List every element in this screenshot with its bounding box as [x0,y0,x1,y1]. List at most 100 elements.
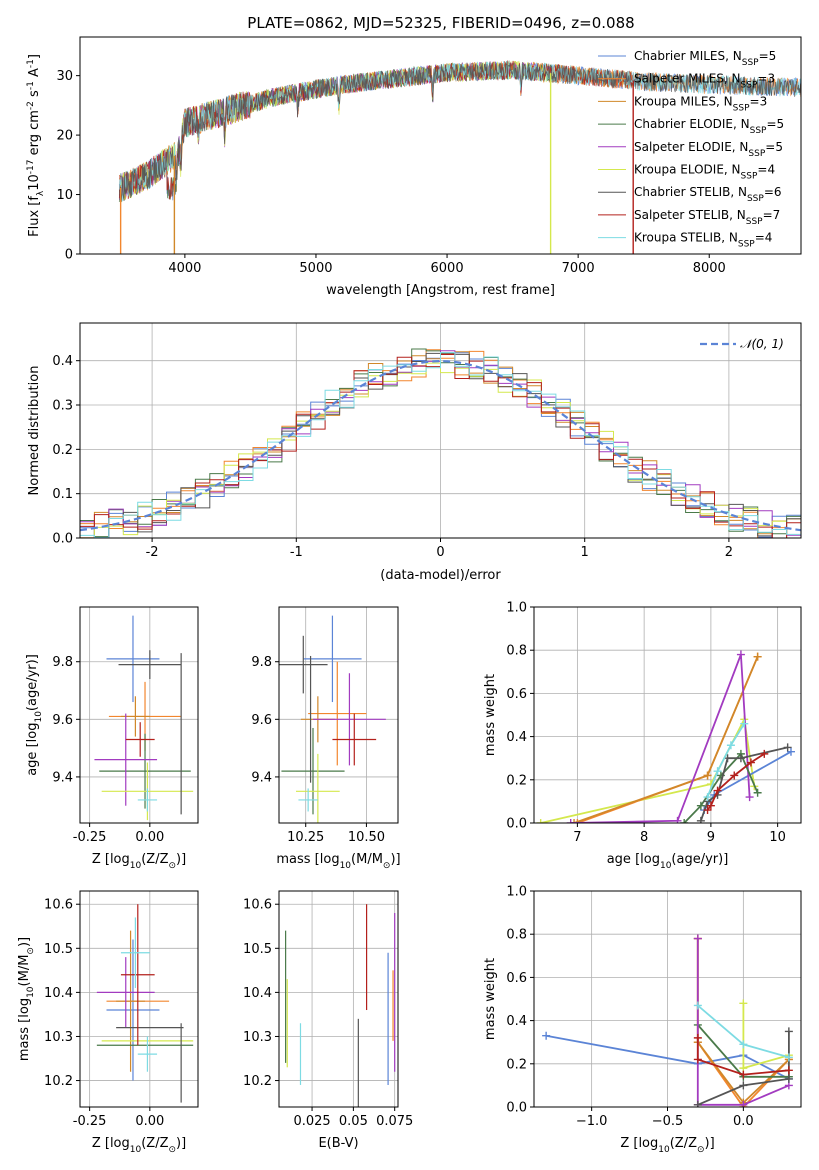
legend-suffix: =3 [750,94,768,108]
x-tick-label: 6000 [431,261,464,276]
label-part: (Z/Z [670,1136,697,1151]
label-part: 10 [130,861,142,871]
y-tick-label: 30 [56,69,73,84]
label-part: E(B-V) [318,1136,358,1151]
axes-frame [278,890,399,1108]
y-tick-label: 10.3 [243,1030,272,1045]
age_vs_mass-panel: 10.25 10.50 9.4 9.6 9.8 mass [log10(M/M⊙)] [251,606,401,871]
y-axis-label: age [log10(age/yr)] [25,654,44,776]
label-part: -2 [26,101,36,110]
legend-label: Salpeter ELODIE, N [634,140,748,154]
label-part: 10 [26,986,36,998]
legend-suffix: =5 [759,49,777,63]
y-tick-label: 10.4 [243,986,272,1001]
label-part: (Z/Z [141,1136,168,1151]
weight-marker-chabrier_stelib [783,743,792,752]
y-tick-label: 1.0 [506,885,527,900]
label-part: (age/yr)] [25,654,40,711]
weight-marker-salpeter_stelib [730,771,739,780]
x-tick-label: 0.05 [339,1114,368,1129]
weight-line-salpeter_stelib [696,1037,789,1076]
legend-suffix: =4 [755,231,773,245]
weight-marker-salpeter_stelib [713,786,722,795]
weight-marker-salpeter_elodie [566,819,575,823]
legend-label: Kroupa ELODIE, N [634,163,741,177]
normal-reference-curve [80,359,801,532]
y-tick-label: 1.0 [506,601,527,616]
legend-suffix: =4 [757,163,775,177]
x-tick-label: 0.00 [135,830,164,845]
weight-marker-kroupa_stelib [740,719,749,728]
x-tick-label: -1 [290,545,303,560]
legend-label: Kroupa STELIB, N [634,231,738,245]
legend-label: Kroupa MILES, N [634,94,733,108]
age_vs_Z-plot-area [94,615,194,821]
y-tick-label: 10.5 [243,942,272,957]
label-part: erg cm [27,110,42,159]
legend-label: Salpeter STELIB, N [634,208,746,222]
x-axis-label: Z [log10(Z/Z⊙)] [620,1136,714,1155]
y-tick-label: 0.4 [52,354,73,369]
y-tick-label: 20 [56,129,73,144]
y-tick-label: 10 [56,188,73,203]
x-axis-label: age [log10(age/yr)] [607,852,729,871]
label-part: (M/M [17,955,32,987]
weight-marker-chabrier_stelib [736,754,745,763]
y-tick-label: 0.1 [52,487,73,502]
weight-line-salpeter_elodie [696,938,790,1106]
y-tick-label: 0.8 [506,928,527,943]
weight-marker-kroupa_stelib [726,741,735,750]
axes-frame [79,606,199,824]
legend-entry: Kroupa ELODIE, NSSP=4 [634,163,775,182]
weight-marker-salpeter_stelib [760,749,769,758]
y-tick-label: 0.4 [506,1014,527,1029]
label-part: ⊙ [168,861,176,871]
axes-frame [278,606,399,824]
y-tick-label: 10.3 [44,1030,73,1045]
label-part: 10 [658,1145,670,1155]
legend-suffix: =5 [766,117,784,131]
label-part: )] [390,852,400,867]
weight-marker-kroupa_elodie [739,999,748,1008]
y-tick-label: 0.2 [52,443,73,458]
y-tick-label: 9.4 [251,770,272,785]
y-tick-label: 0.2 [506,1057,527,1072]
weight-marker-chabrier_stelib [696,816,705,823]
label-part: log [17,998,32,1018]
x-tick-label: 8000 [693,261,726,276]
label-part: F [27,229,42,236]
legend-entry: Salpeter ELODIE, NSSP=5 [634,140,783,159]
label-part: ⊙ [26,947,36,955]
legend-label: Chabrier STELIB, N [634,185,747,199]
figure-title: PLATE=0862, MJD=52325, FIBERID=0496, z=0… [247,14,634,32]
label-part: 10 [660,861,672,871]
legend-label: Chabrier MILES, N [634,49,742,63]
label-part: f [27,196,42,201]
label-part: -1 [26,59,36,68]
label-part: mass [ [276,852,319,867]
label-part: ⊙ [168,1145,176,1155]
x-tick-label: 7 [573,830,581,845]
weight-line-kroupa_stelib [706,723,746,798]
legend-sub: SSP [747,194,764,204]
mass_vs_Z-plot-area [96,904,194,1103]
x-tick-label: 10.25 [287,830,324,845]
y-tick-label: 0.6 [506,687,527,702]
weight-line-salpeter_elodie [570,654,751,823]
weight-marker-kroupa_miles [703,771,712,780]
label-part: λ [36,190,46,196]
mass_vs_ebv-panel: 0.025 0.05 0.075 10.2 10.3 10.4 10.5 10.6 E(B-V) [243,890,413,1151]
y-tick-label: 0.3 [52,399,73,414]
label-part: )] [176,1136,186,1151]
legend-sub: SSP [741,81,758,91]
weight_vs_Z-plot-area [542,934,793,1107]
weight-marker-chabrier_stelib [784,1074,793,1083]
weight-marker-kroupa_miles [570,819,579,823]
normal-legend-label: 𝒩(0, 1) [740,337,784,351]
weight-marker-salpeter_stelib [693,1055,702,1064]
x-tick-label: −1.0 [576,1114,608,1129]
y-axis-label: Flux [fλ10-17 erg cm-2 s-1 A-1] [26,54,46,237]
weight-marker-kroupa_stelib [713,767,722,776]
